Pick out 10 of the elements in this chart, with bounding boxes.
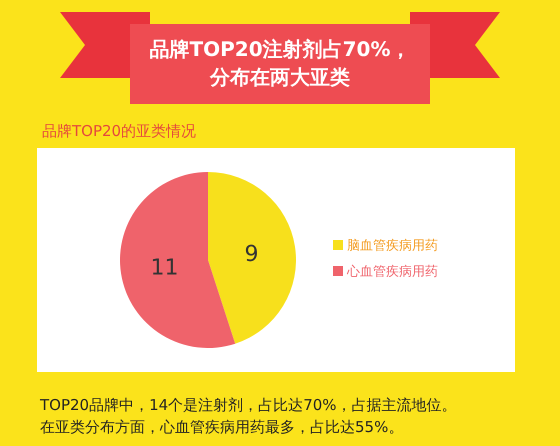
data-label: 9 [244,242,258,267]
text: 在亚类分布方面，心血管疾病用药最多，占比达55%。 [40,418,404,436]
legend-label: 心血管疾病用药 [346,264,438,280]
chart-subtitle: 品牌TOP20的亚类情况 [42,122,196,140]
legend-label: 脑血管疾病用药 [347,238,438,254]
text: TOP20品牌中，14个是注射剂，占比达70%，占据主流地位。 [39,396,457,414]
pie-slice [120,172,236,348]
data-label: 11 [150,256,179,281]
pie-slice [208,172,296,344]
chart-title: 品牌TOP20注射剂占70%，分布在两大亚类 [149,37,411,89]
